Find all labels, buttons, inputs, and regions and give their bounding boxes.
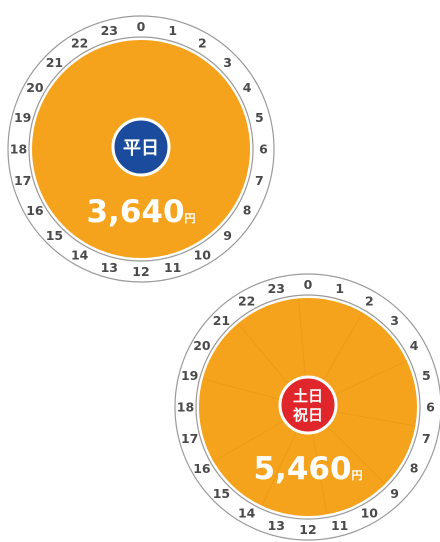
hour-label-11: 11 [164, 260, 181, 275]
hour-label-13: 13 [101, 260, 118, 275]
hour-label-20: 20 [26, 80, 44, 95]
holiday-price: 5,460円 [253, 451, 362, 487]
hour-label-21: 21 [213, 313, 230, 328]
hour-label-9: 9 [390, 486, 399, 501]
hour-label-15: 15 [213, 486, 230, 501]
hour-label-7: 7 [422, 431, 431, 446]
hour-label-16: 16 [26, 203, 44, 218]
hour-label-10: 10 [194, 248, 212, 263]
hour-label-11: 11 [331, 518, 348, 533]
hour-label-22: 22 [71, 35, 88, 50]
hour-label-19: 19 [14, 110, 31, 125]
dial-inner-ring [28, 36, 254, 262]
holiday-price-unit: 円 [352, 469, 363, 482]
hour-label-14: 14 [238, 506, 256, 521]
holiday-badge-label-line1: 土日 [293, 387, 323, 405]
hour-label-2: 2 [198, 35, 207, 50]
hour-label-12: 12 [132, 264, 149, 279]
hour-label-4: 4 [243, 80, 252, 95]
hour-label-18: 18 [10, 142, 27, 157]
hour-label-0: 0 [137, 19, 146, 34]
hour-label-9: 9 [223, 228, 232, 243]
hour-label-3: 3 [223, 55, 232, 70]
weekday-price-unit: 円 [185, 212, 196, 225]
hour-label-12: 12 [299, 522, 316, 537]
hour-label-15: 15 [46, 228, 63, 243]
hour-label-19: 19 [181, 368, 198, 383]
hour-label-18: 18 [177, 400, 194, 415]
weekday-badge-label: 平日 [123, 138, 159, 159]
hour-label-13: 13 [268, 518, 285, 533]
hour-label-10: 10 [361, 506, 379, 521]
hour-label-6: 6 [426, 400, 435, 415]
hour-label-22: 22 [238, 293, 255, 308]
hour-label-6: 6 [259, 142, 268, 157]
hour-label-17: 17 [14, 173, 31, 188]
holiday-badge-label-line2: 祝日 [293, 406, 323, 424]
hour-label-5: 5 [255, 110, 264, 125]
holiday-price-value: 5,460 [253, 451, 351, 487]
hour-label-20: 20 [193, 338, 211, 353]
hour-label-8: 8 [243, 203, 252, 218]
hour-label-3: 3 [390, 313, 399, 328]
hour-label-1: 1 [335, 281, 344, 296]
hour-label-23: 23 [268, 281, 285, 296]
hour-label-7: 7 [255, 173, 264, 188]
hour-label-4: 4 [410, 338, 419, 353]
hour-label-16: 16 [193, 461, 211, 476]
weekday-price: 3,640円 [86, 194, 195, 230]
hour-label-21: 21 [46, 55, 63, 70]
hour-label-1: 1 [168, 23, 177, 38]
holiday-badge [278, 375, 338, 435]
weekday-price-value: 3,640 [86, 194, 184, 230]
hour-label-23: 23 [101, 23, 118, 38]
hour-label-8: 8 [410, 461, 419, 476]
hour-label-14: 14 [71, 248, 89, 263]
dial-inner-ring [195, 294, 421, 520]
hour-label-17: 17 [181, 431, 198, 446]
hour-label-2: 2 [365, 293, 374, 308]
hour-label-5: 5 [422, 368, 431, 383]
weekday-badge [111, 117, 171, 177]
hour-label-0: 0 [304, 277, 313, 292]
